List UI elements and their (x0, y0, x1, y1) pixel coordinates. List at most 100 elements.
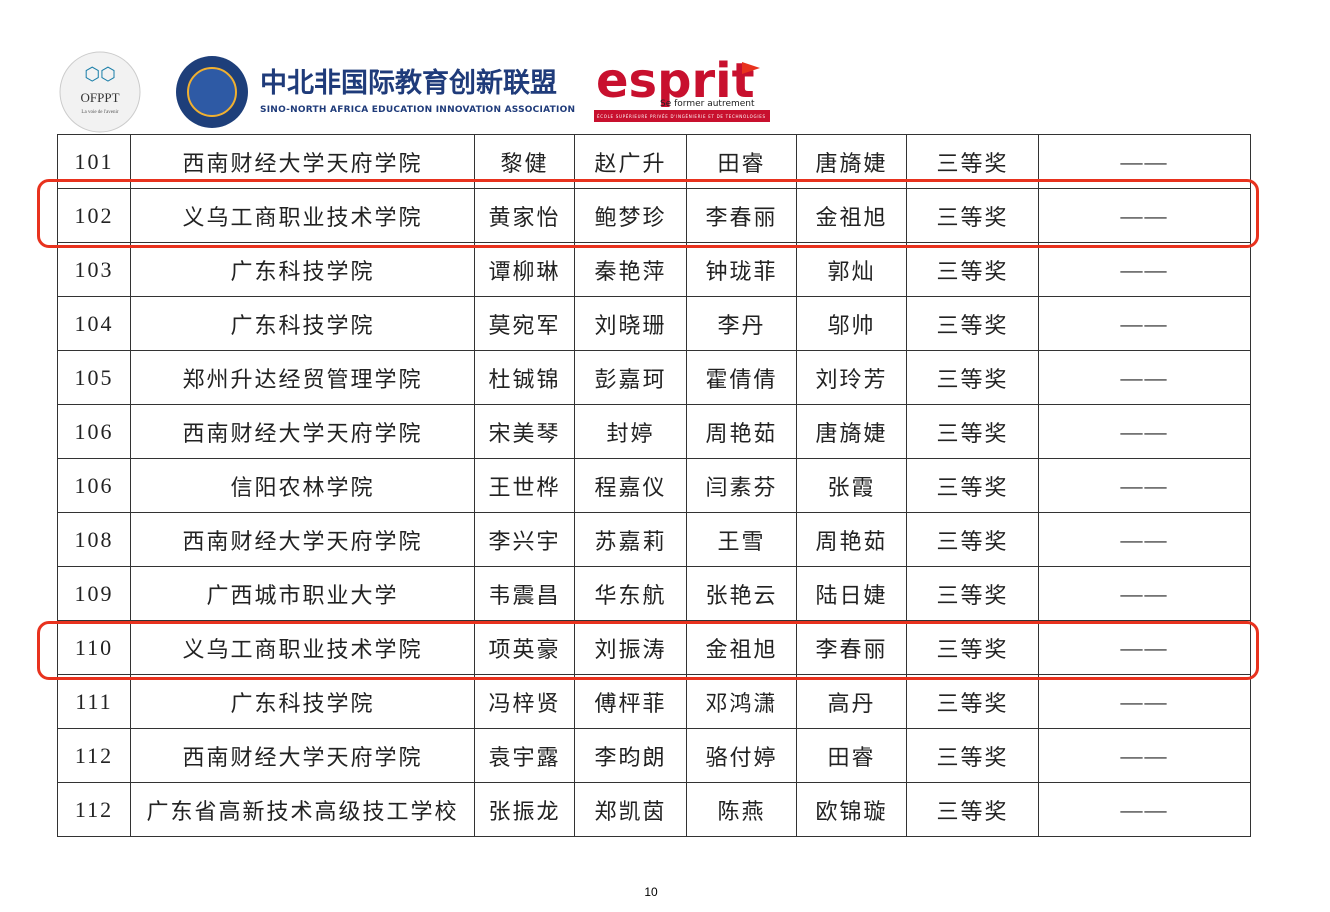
table-cell: 郑州升达经贸管理学院 (130, 350, 475, 405)
table-cell: 郑凯茵 (574, 782, 687, 837)
table-cell: 刘晓珊 (574, 296, 687, 351)
table-cell: 李丹 (686, 296, 797, 351)
table-cell: —— (1038, 458, 1251, 513)
table-cell: —— (1038, 350, 1251, 405)
table-cell: 王世桦 (474, 458, 575, 513)
table-cell: 广东科技学院 (130, 674, 475, 729)
table-cell: —— (1038, 296, 1251, 351)
table-cell: 三等奖 (906, 296, 1039, 351)
table-row: 106 西南财经大学天府学院 宋美琴 封婷 周艳茹 唐旖婕 三等奖 —— (57, 404, 1251, 459)
table-cell: 刘玲芳 (796, 350, 907, 405)
table-cell: 韦震昌 (474, 566, 575, 621)
table-cell: 邓鸿潇 (686, 674, 797, 729)
table-cell: 华东航 (574, 566, 687, 621)
esprit-name: esprit (596, 53, 755, 109)
table-cell: 王雪 (686, 512, 797, 567)
table-cell: 骆付婷 (686, 728, 797, 783)
table-cell: 义乌工商职业技术学院 (130, 188, 475, 243)
table-cell: 106 (57, 404, 131, 459)
table-cell: 106 (57, 458, 131, 513)
ofppt-name: OFPPT (80, 90, 119, 105)
highlight-box (37, 621, 1259, 680)
table-cell: 张霞 (796, 458, 907, 513)
table-cell: 104 (57, 296, 131, 351)
table-row: 103 广东科技学院 谭柳琳 秦艳萍 钟珑菲 郭灿 三等奖 —— (57, 242, 1251, 297)
table-cell: —— (1038, 242, 1251, 297)
table-cell: 广东省高新技术高级技工学校 (130, 782, 475, 837)
table-cell: —— (1038, 728, 1251, 783)
esprit-school: ÉCOLE SUPÉRIEURE PRIVÉE D'INGÉNIERIE ET … (597, 114, 765, 119)
table-cell: 三等奖 (906, 566, 1039, 621)
table-cell: 西南财经大学天府学院 (130, 512, 475, 567)
table-row: 108 西南财经大学天府学院 李兴宇 苏嘉莉 王雪 周艳茹 三等奖 —— (57, 512, 1251, 567)
table-row: 109 广西城市职业大学 韦震昌 华东航 张艳云 陆日婕 三等奖 —— (57, 566, 1251, 621)
table-cell: 三等奖 (906, 782, 1039, 837)
table-cell: —— (1038, 782, 1251, 837)
table-cell: 李昀朗 (574, 728, 687, 783)
table-cell: 金祖旭 (686, 620, 797, 675)
header-logos: ⬡⬡ OFPPT La voie de l'avenir 中北非国际教育创新联盟… (59, 51, 770, 133)
table-cell: —— (1038, 188, 1251, 243)
table-cell: 邬帅 (796, 296, 907, 351)
table-cell: 112 (57, 782, 131, 837)
table-cell: 广东科技学院 (130, 296, 475, 351)
table-cell: 闫素芬 (686, 458, 797, 513)
table-row: 112 广东省高新技术高级技工学校 张振龙 郑凯茵 陈燕 欧锦璇 三等奖 —— (57, 782, 1251, 837)
table-cell: —— (1038, 566, 1251, 621)
table-cell: 三等奖 (906, 674, 1039, 729)
table-row: 102 义乌工商职业技术学院 黄家怡 鲍梦珍 李春丽 金祖旭 三等奖 —— (57, 188, 1251, 243)
table-cell: —— (1038, 620, 1251, 675)
ofppt-motto: La voie de l'avenir (81, 110, 118, 115)
table-cell: 田睿 (796, 728, 907, 783)
table-cell: 109 (57, 566, 131, 621)
table-cell: 三等奖 (906, 404, 1039, 459)
table-cell: 105 (57, 350, 131, 405)
table-row: 110 义乌工商职业技术学院 项英豪 刘振涛 金祖旭 李春丽 三等奖 —— (57, 620, 1251, 675)
table-cell: 秦艳萍 (574, 242, 687, 297)
table-row: 106 信阳农林学院 王世桦 程嘉仪 闫素芬 张霞 三等奖 —— (57, 458, 1251, 513)
page-number: 10 (644, 885, 658, 899)
table-cell: —— (1038, 404, 1251, 459)
esprit-bar (594, 110, 770, 122)
table-cell: 信阳农林学院 (130, 458, 475, 513)
assoc-subtitle: SINO-NORTH AFRICA EDUCATION INNOVATION A… (260, 105, 575, 115)
table-cell: 张振龙 (474, 782, 575, 837)
table-cell: 苏嘉莉 (574, 512, 687, 567)
table-cell: 唐旖婕 (796, 404, 907, 459)
table-cell: 陈燕 (686, 782, 797, 837)
highlight-box (37, 179, 1259, 248)
table-cell: 111 (57, 674, 131, 729)
table-row: 112 西南财经大学天府学院 袁宇露 李昀朗 骆付婷 田睿 三等奖 —— (57, 728, 1251, 783)
table-cell: 三等奖 (906, 620, 1039, 675)
table-cell: 彭嘉珂 (574, 350, 687, 405)
table-cell: 傅枰菲 (574, 674, 687, 729)
table-cell: 程嘉仪 (574, 458, 687, 513)
table-cell: 102 (57, 188, 131, 243)
table-cell: 周艳茹 (686, 404, 797, 459)
table-cell: 108 (57, 512, 131, 567)
table-row: 105 郑州升达经贸管理学院 杜铖锦 彭嘉珂 霍倩倩 刘玲芳 三等奖 —— (57, 350, 1251, 405)
table-row: 104 广东科技学院 莫宛军 刘晓珊 李丹 邬帅 三等奖 —— (57, 296, 1251, 351)
ofppt-icon: ⬡⬡ (84, 64, 115, 85)
table-cell: 广西城市职业大学 (130, 566, 475, 621)
table-cell: 三等奖 (906, 350, 1039, 405)
table-cell: 周艳茹 (796, 512, 907, 567)
table-cell: 西南财经大学天府学院 (130, 404, 475, 459)
table-cell: 高丹 (796, 674, 907, 729)
ofppt-badge (59, 51, 141, 133)
table-cell: 三等奖 (906, 188, 1039, 243)
table-cell: 宋美琴 (474, 404, 575, 459)
table-cell: 三等奖 (906, 242, 1039, 297)
table-cell: 三等奖 (906, 728, 1039, 783)
table-cell: 冯梓贤 (474, 674, 575, 729)
assoc-badge-inner (187, 67, 237, 117)
table-cell: 谭柳琳 (474, 242, 575, 297)
esprit-tagline: Se former autrement (660, 99, 755, 109)
table-cell: 三等奖 (906, 512, 1039, 567)
table-cell: 李春丽 (686, 188, 797, 243)
table-cell: 欧锦璇 (796, 782, 907, 837)
table-cell: 广东科技学院 (130, 242, 475, 297)
table-cell: 金祖旭 (796, 188, 907, 243)
table-cell: 110 (57, 620, 131, 675)
